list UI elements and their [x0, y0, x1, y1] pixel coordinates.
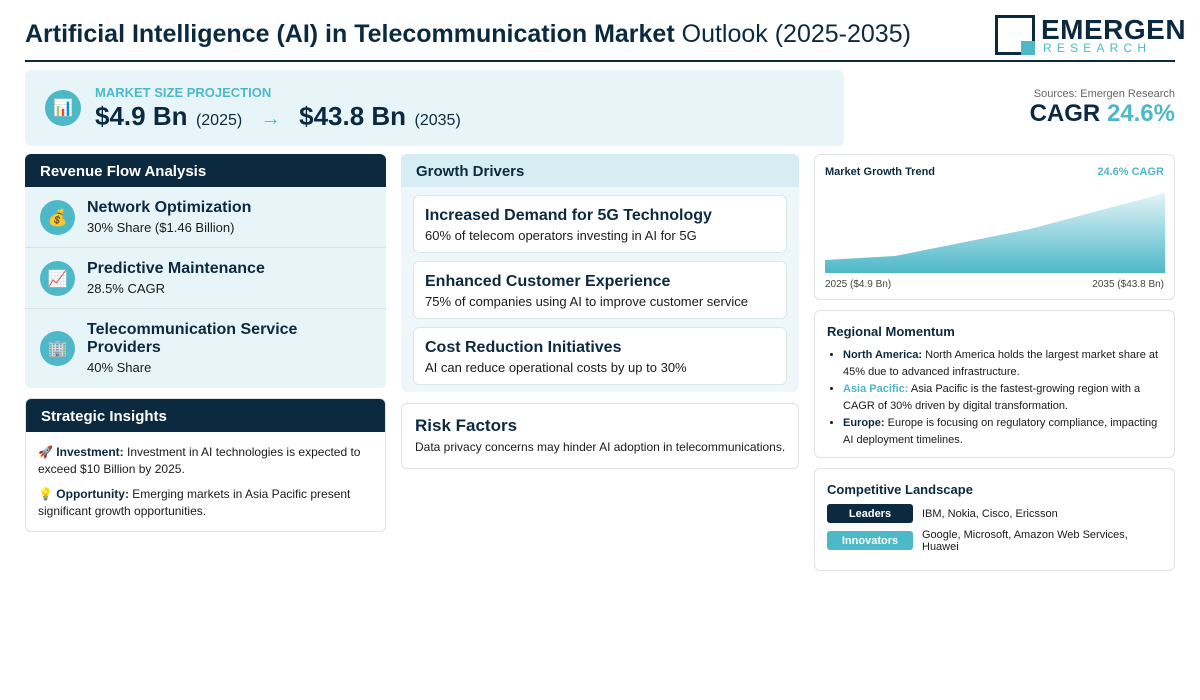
cagr-label: CAGR: [1029, 100, 1101, 127]
money-bag-icon: 💰: [40, 200, 75, 235]
leaders-badge: Leaders: [827, 504, 913, 523]
cagr-summary: CAGR 24.6%: [1030, 100, 1175, 128]
insight-text: Emerging markets in Asia Pacific present…: [38, 487, 351, 518]
lightbulb-icon: 💡: [38, 487, 53, 501]
page-header: Artificial Intelligence (AI) in Telecomm…: [25, 12, 1186, 62]
page-title: Artificial Intelligence (AI) in Telecomm…: [25, 20, 911, 49]
driver-title: Enhanced Customer Experience: [425, 273, 671, 290]
start-year: (2025): [195, 112, 243, 129]
innovators-list: Google, Microsoft, Amazon Web Services, …: [922, 529, 1128, 553]
driver-item: Cost Reduction Initiatives AI can reduce…: [413, 327, 787, 385]
revenue-item-name: Telecommunication Service Providers: [87, 321, 298, 356]
region-item: North America: North America holds the l…: [843, 347, 1165, 380]
region-name: North America:: [843, 349, 923, 361]
region-name: Europe:: [843, 417, 885, 429]
insights-body: 🚀 Investment: Investment in AI technolog…: [26, 432, 385, 531]
arrow-right-icon: →: [260, 108, 281, 130]
logo-mark-icon: [995, 15, 1035, 55]
driver-text: 60% of telecom operators investing in AI…: [425, 228, 697, 243]
region-text: Europe is focusing on regulatory complia…: [843, 417, 1158, 446]
page-title-sub: Outlook (2025-2035): [681, 20, 911, 48]
trend-end-label: 2035 ($43.8 Bn): [1092, 279, 1164, 290]
market-size-projection: 📊 MARKET SIZE PROJECTION $4.9 Bn (2025) …: [25, 70, 844, 146]
start-value: $4.9 Bn: [95, 101, 188, 131]
risk-factors-title: Risk Factors: [415, 416, 518, 435]
driver-item: Increased Demand for 5G Technology 60% o…: [413, 195, 787, 253]
leaders-list: IBM, Nokia, Cisco, Ericsson: [922, 508, 1058, 520]
region-list: North America: North America holds the l…: [843, 347, 1165, 449]
region-item: Asia Pacific: Asia Pacific is the fastes…: [843, 381, 1165, 414]
insight-label: Opportunity:: [56, 487, 129, 501]
region-item: Europe: Europe is focusing on regulatory…: [843, 415, 1165, 448]
bar-chart-icon: 📊: [45, 90, 81, 126]
regional-momentum-title: Regional Momentum: [827, 324, 955, 339]
trend-cagr: 24.6% CAGR: [1097, 166, 1164, 178]
sources-note: Sources: Emergen Research: [1033, 88, 1175, 100]
innovators-badge: Innovators: [827, 531, 913, 550]
end-value: $43.8 Bn: [299, 101, 407, 131]
rocket-icon: 🚀: [38, 445, 53, 459]
revenue-item-sub: 40% Share: [87, 360, 152, 375]
market-growth-trend-card: Market Growth Trend 24.6% CAGR 2025 ($4.…: [814, 154, 1175, 300]
trend-chart-icon: 📈: [40, 261, 75, 296]
insight-label: Investment:: [56, 445, 124, 459]
driver-text: AI can reduce operational costs by up to…: [425, 360, 687, 375]
insight-item: 💡 Opportunity: Emerging markets in Asia …: [38, 486, 373, 520]
revenue-item-name: Predictive Maintenance: [87, 260, 265, 277]
strategic-insights-card: Strategic Insights 🚀 Investment: Investm…: [25, 398, 386, 532]
office-building-icon: 🏢: [40, 331, 75, 366]
growth-area-chart: [825, 193, 1165, 273]
revenue-item: 💰 Network Optimization 30% Share ($1.46 …: [25, 187, 386, 248]
strategic-insights-title: Strategic Insights: [26, 399, 385, 432]
growth-drivers-card: Growth Drivers Increased Demand for 5G T…: [401, 154, 799, 392]
region-text: North America holds the largest market s…: [843, 349, 1159, 378]
cagr-value: 24.6%: [1106, 100, 1175, 127]
revenue-item: 🏢 Telecommunication Service Providers 40…: [25, 309, 386, 388]
region-text: Asia Pacific is the fastest-growing regi…: [843, 383, 1141, 412]
insight-text: Investment in AI technologies is expecte…: [38, 445, 361, 476]
trend-title: Market Growth Trend: [825, 166, 936, 178]
revenue-flow-card: Revenue Flow Analysis 💰 Network Optimiza…: [25, 154, 386, 388]
revenue-item: 📈 Predictive Maintenance 28.5% CAGR: [25, 248, 386, 309]
trend-start-label: 2025 ($4.9 Bn): [825, 279, 892, 290]
insight-item: 🚀 Investment: Investment in AI technolog…: [38, 444, 373, 478]
page-title-main: Artificial Intelligence (AI) in Telecomm…: [25, 20, 675, 48]
revenue-item-sub: 28.5% CAGR: [87, 281, 166, 296]
regional-momentum-card: Regional Momentum North America: North A…: [814, 310, 1175, 458]
logo-text-bottom: RESEARCH: [1043, 41, 1152, 55]
region-name: Asia Pacific:: [843, 383, 909, 395]
logo-text-top: EMERGEN: [1041, 14, 1187, 45]
driver-title: Cost Reduction Initiatives: [425, 339, 622, 356]
projection-label: MARKET SIZE PROJECTION: [95, 85, 272, 100]
competitive-landscape-card: Competitive Landscape Leaders IBM, Nokia…: [814, 468, 1175, 571]
driver-text: 75% of companies using AI to improve cus…: [425, 294, 748, 309]
driver-item: Enhanced Customer Experience 75% of comp…: [413, 261, 787, 319]
projection-values: $4.9 Bn (2025) → $43.8 Bn (2035): [95, 101, 461, 132]
driver-title: Increased Demand for 5G Technology: [425, 207, 712, 224]
revenue-item-name: Network Optimization: [87, 199, 252, 216]
end-year: (2035): [414, 112, 461, 129]
revenue-item-sub: 30% Share ($1.46 Billion): [87, 220, 235, 235]
growth-drivers-title: Growth Drivers: [401, 154, 799, 187]
emergen-research-logo: EMERGEN RESEARCH: [995, 14, 1186, 56]
competitive-landscape-title: Competitive Landscape: [827, 482, 973, 497]
risk-factors-card: Risk Factors Data privacy concerns may h…: [401, 403, 799, 469]
risk-factors-text: Data privacy concerns may hinder AI adop…: [415, 440, 786, 454]
revenue-flow-title: Revenue Flow Analysis: [25, 154, 386, 187]
growth-area: [825, 193, 1165, 273]
